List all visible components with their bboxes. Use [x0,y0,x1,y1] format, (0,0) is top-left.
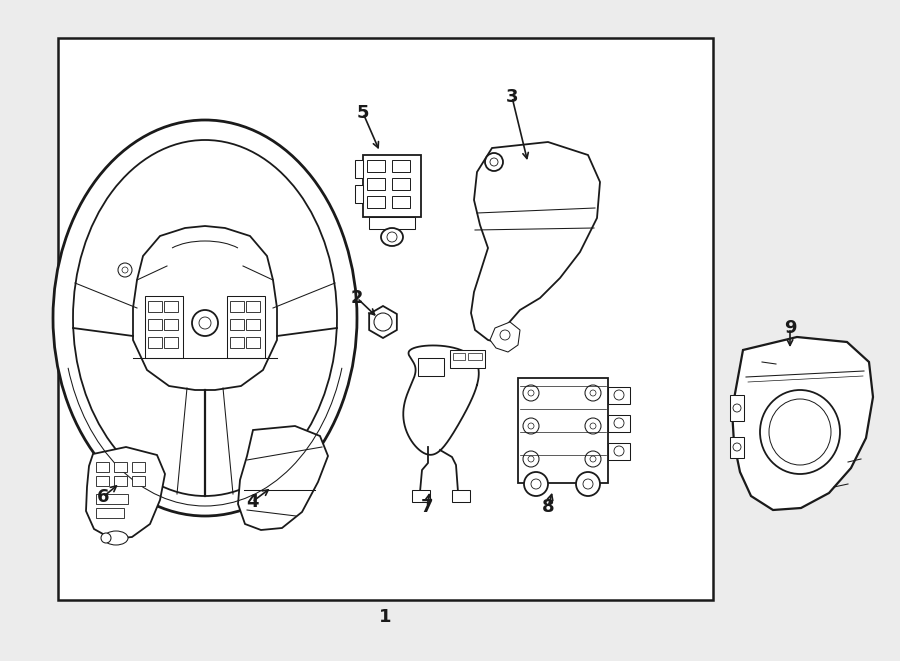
Circle shape [374,313,392,331]
Circle shape [528,423,534,429]
Circle shape [523,451,539,467]
Text: 5: 5 [356,104,369,122]
Circle shape [614,418,624,428]
Bar [230,319,244,330]
Bar [246,319,260,330]
Bar [367,178,385,190]
Text: 1: 1 [379,608,392,626]
Bar [452,490,470,502]
Circle shape [528,390,534,396]
Polygon shape [86,447,165,539]
Bar [367,160,385,172]
Circle shape [122,267,128,273]
Bar [132,476,145,486]
Circle shape [523,418,539,434]
Bar [355,160,363,178]
Text: 4: 4 [246,493,258,511]
Bar [164,301,178,312]
Circle shape [733,404,741,412]
Circle shape [585,418,601,434]
Ellipse shape [104,531,128,545]
Circle shape [199,317,211,329]
Bar [363,155,421,217]
Circle shape [490,158,498,166]
Bar [148,337,162,348]
Bar [58,38,713,600]
Bar [355,185,363,203]
Bar [246,337,260,348]
Bar [730,437,744,458]
Circle shape [523,385,539,401]
Bar [608,387,630,404]
Bar [412,490,430,502]
Bar [227,296,265,358]
Bar [145,296,183,358]
Bar [730,395,744,421]
Bar [468,353,482,360]
Bar [392,196,410,208]
Bar [230,301,244,312]
Polygon shape [732,337,873,510]
Bar [453,353,465,360]
Bar [608,415,630,432]
Circle shape [585,385,601,401]
Bar [450,350,485,368]
Circle shape [590,390,596,396]
Circle shape [101,533,111,543]
Bar [518,378,608,483]
Ellipse shape [769,399,831,465]
Circle shape [528,456,534,462]
Bar [418,358,444,376]
Text: 6: 6 [97,488,109,506]
Polygon shape [133,226,277,390]
Circle shape [192,310,218,336]
Ellipse shape [760,390,840,474]
Circle shape [583,479,593,489]
Bar [148,319,162,330]
Bar [367,196,385,208]
Ellipse shape [53,120,357,516]
Circle shape [733,443,741,451]
Bar [392,178,410,190]
Bar [164,319,178,330]
Circle shape [500,330,510,340]
Bar [369,217,415,229]
Bar [96,494,128,504]
Bar [608,443,630,460]
Circle shape [576,472,600,496]
Circle shape [590,423,596,429]
Bar [96,508,124,518]
Circle shape [387,232,397,242]
Text: 9: 9 [784,319,796,337]
Circle shape [590,456,596,462]
Bar [114,462,127,472]
Bar [230,337,244,348]
Circle shape [614,446,624,456]
Text: 8: 8 [542,498,554,516]
Bar [148,301,162,312]
Bar [246,301,260,312]
Bar [96,476,109,486]
Polygon shape [471,142,600,343]
Bar [114,476,127,486]
Circle shape [524,472,548,496]
Polygon shape [238,426,328,530]
Circle shape [118,263,132,277]
Bar [392,160,410,172]
Ellipse shape [381,228,403,246]
Bar [96,462,109,472]
Polygon shape [490,322,520,352]
Bar [164,337,178,348]
Polygon shape [369,306,397,338]
Text: 7: 7 [421,498,433,516]
Text: 3: 3 [506,88,518,106]
Bar [132,462,145,472]
Circle shape [614,390,624,400]
Circle shape [531,479,541,489]
Ellipse shape [73,140,337,496]
Circle shape [585,451,601,467]
Circle shape [485,153,503,171]
Text: 2: 2 [351,289,364,307]
